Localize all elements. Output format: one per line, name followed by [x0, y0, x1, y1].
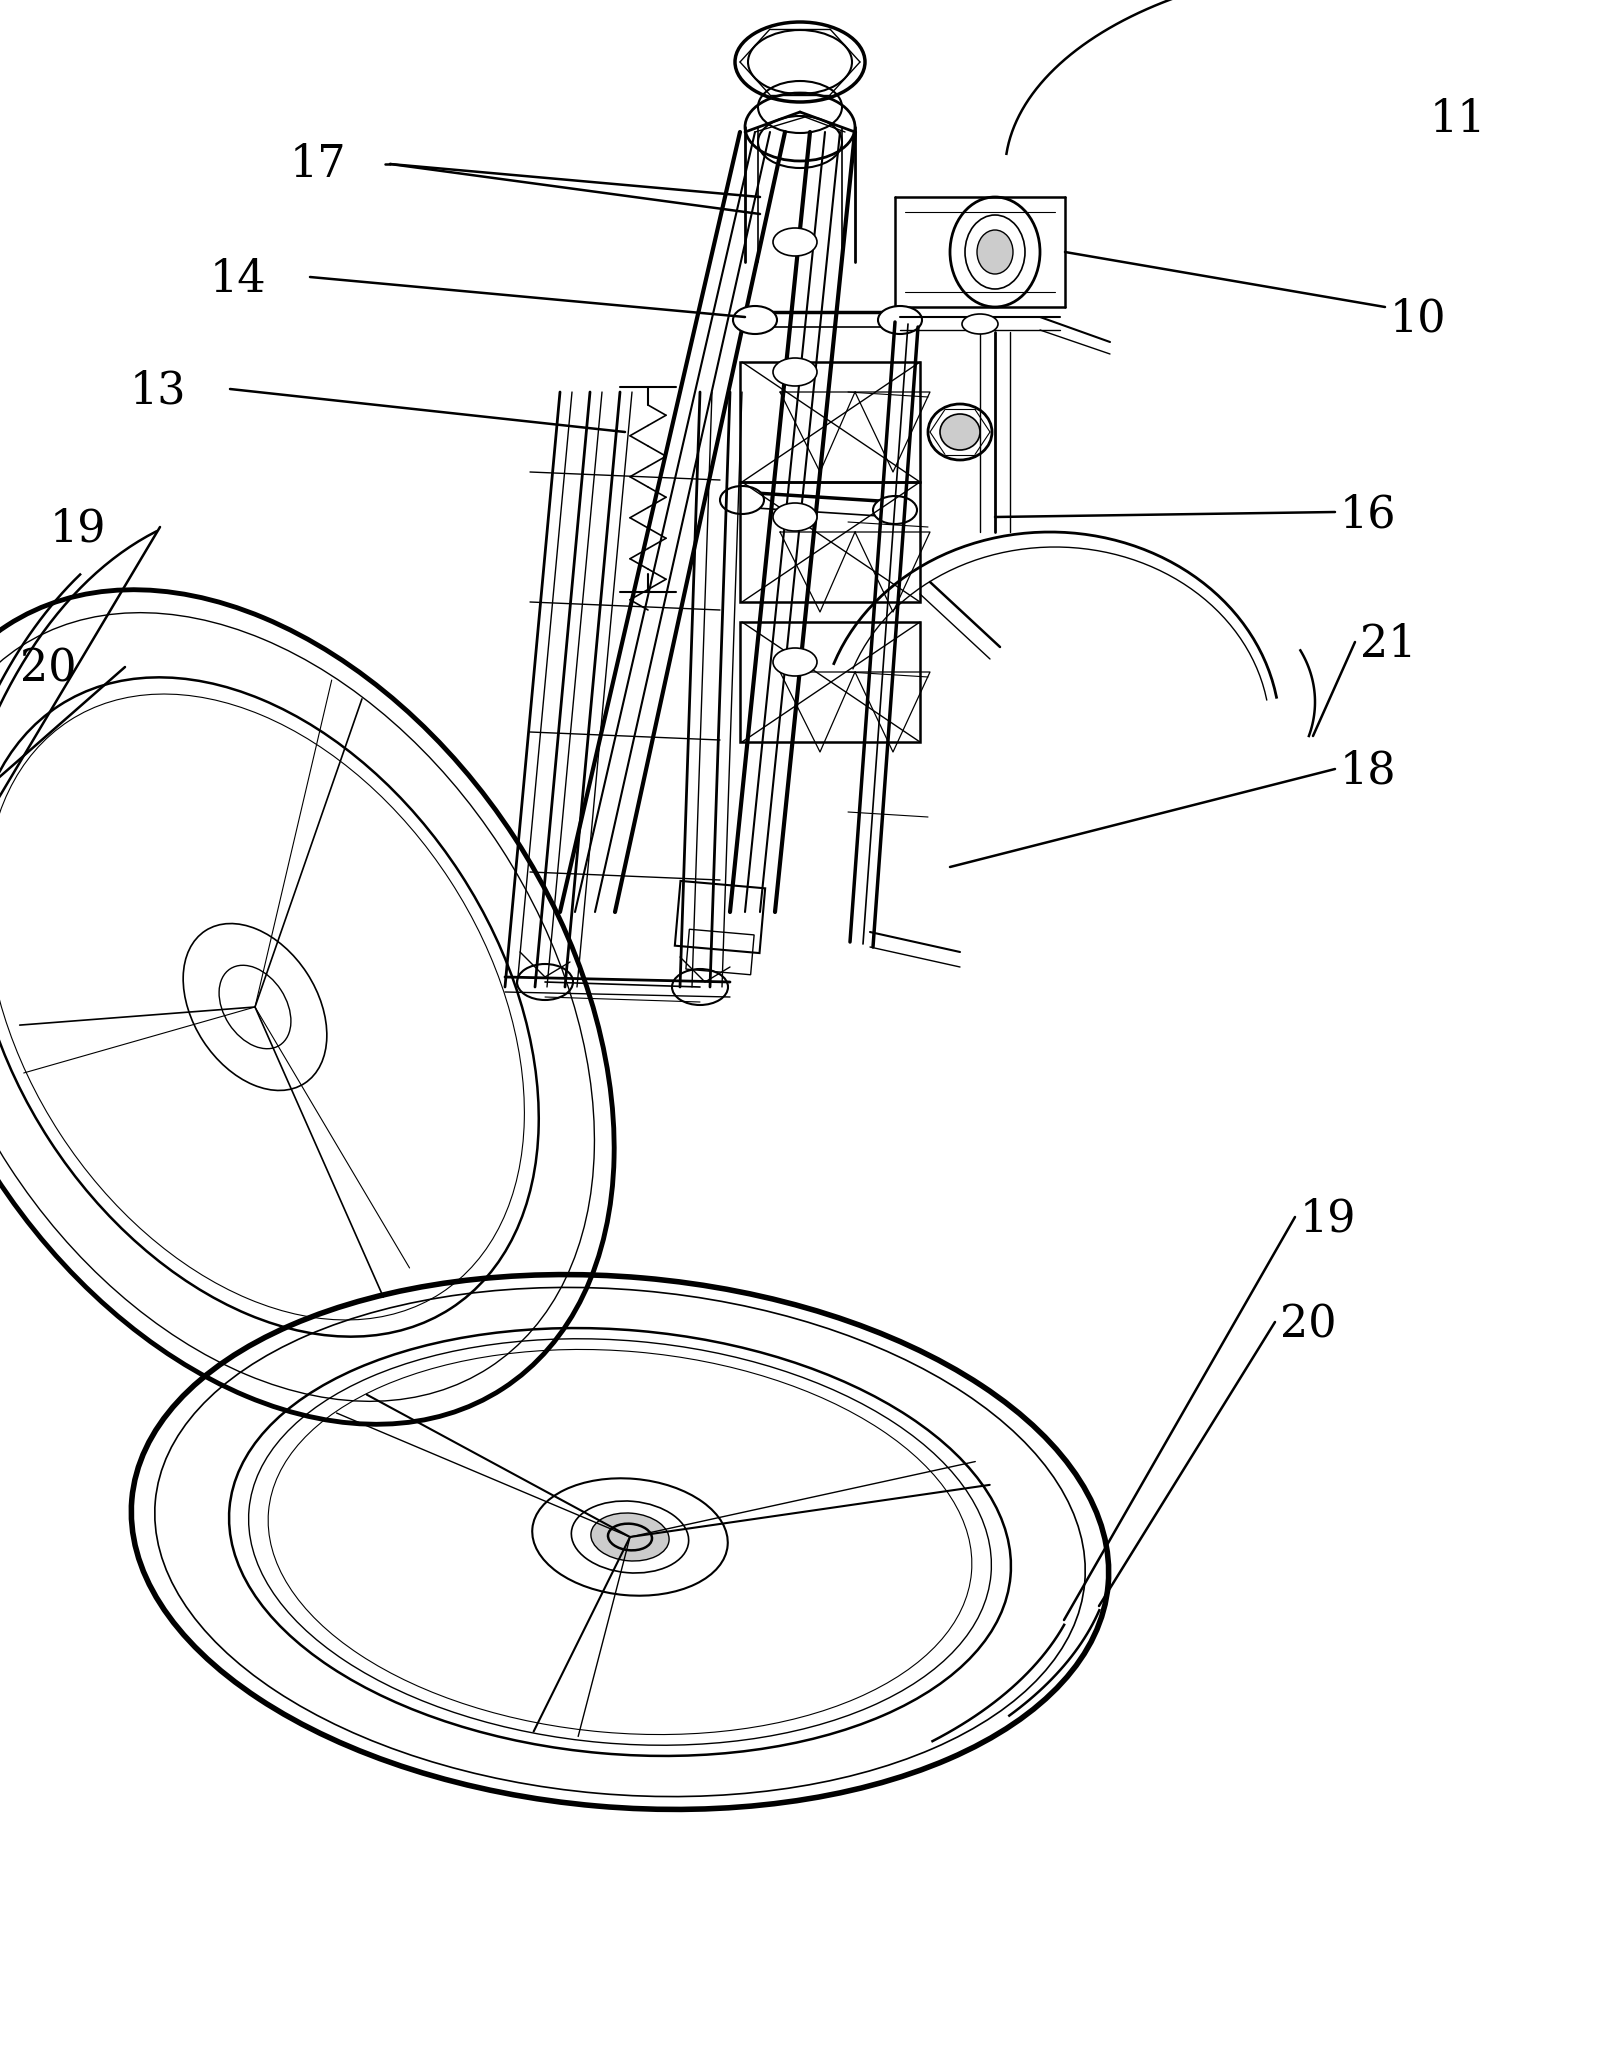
Ellipse shape	[773, 503, 816, 530]
Bar	[740, 363, 920, 483]
Text: 14: 14	[209, 257, 266, 300]
Ellipse shape	[878, 307, 922, 334]
Ellipse shape	[773, 649, 816, 675]
Ellipse shape	[873, 495, 917, 524]
Text: 11: 11	[1430, 97, 1485, 141]
Text: 13: 13	[130, 369, 187, 412]
Ellipse shape	[591, 1513, 669, 1560]
Bar	[685, 928, 753, 974]
Text: 18: 18	[1339, 750, 1396, 794]
Ellipse shape	[719, 487, 763, 514]
Ellipse shape	[940, 414, 979, 450]
Ellipse shape	[961, 315, 998, 334]
Text: 16: 16	[1339, 493, 1396, 537]
Ellipse shape	[773, 358, 816, 385]
Text: 19: 19	[50, 508, 107, 551]
Text: 20: 20	[19, 649, 76, 690]
Ellipse shape	[977, 230, 1013, 274]
Ellipse shape	[732, 307, 776, 334]
Text: 10: 10	[1389, 298, 1446, 342]
Bar	[740, 483, 920, 603]
Bar	[675, 881, 764, 953]
Ellipse shape	[773, 228, 816, 257]
Text: 17: 17	[291, 143, 346, 186]
Text: 21: 21	[1358, 624, 1415, 665]
Text: 20: 20	[1279, 1303, 1336, 1347]
Bar	[740, 622, 920, 742]
Text: 19: 19	[1298, 1198, 1355, 1241]
